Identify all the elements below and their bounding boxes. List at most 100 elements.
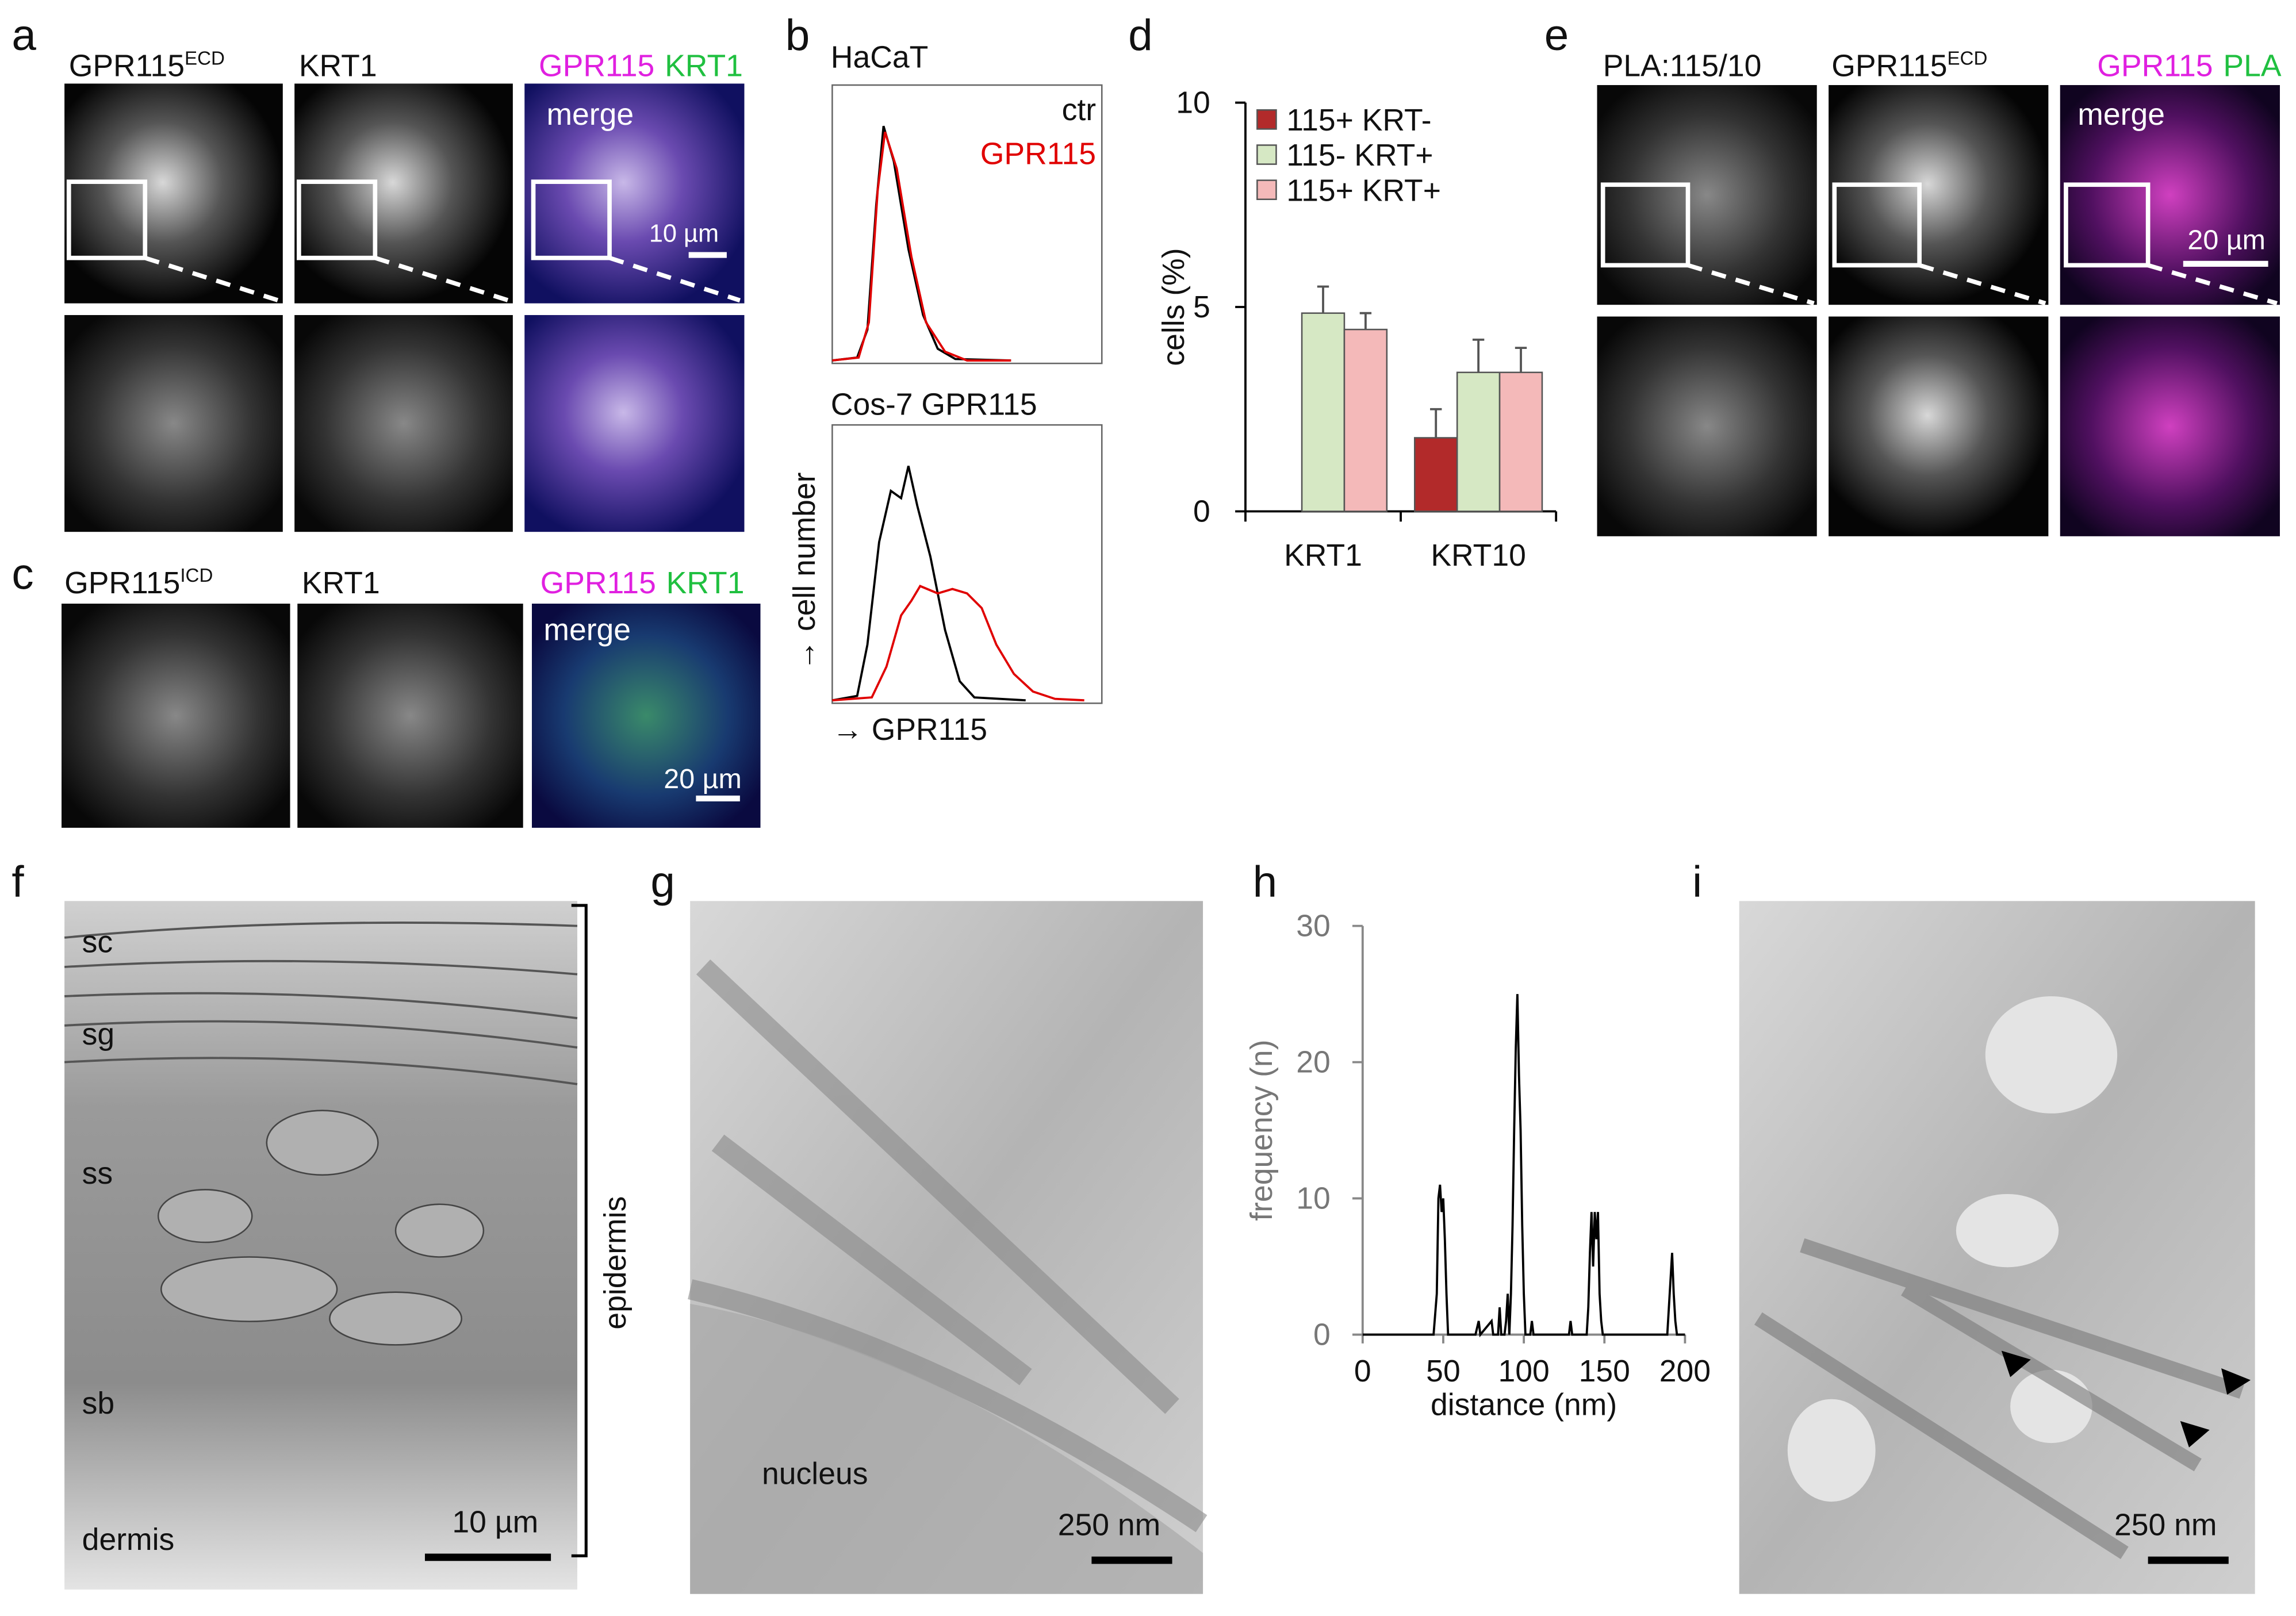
nucleus-region bbox=[690, 1304, 1203, 1594]
scale-label: 20 µm bbox=[2187, 224, 2266, 255]
micrograph bbox=[2060, 316, 2280, 536]
plot-title: HaCaT bbox=[831, 40, 928, 74]
image-label: KRT1 bbox=[302, 566, 380, 600]
label: GPR115 bbox=[541, 566, 656, 600]
axis-label: → cell number bbox=[788, 473, 822, 671]
label: GPR115 bbox=[2097, 49, 2213, 83]
scale-label: 20 µm bbox=[664, 763, 742, 794]
panel-e-images bbox=[1597, 85, 2280, 536]
axis-label: → GPR115 bbox=[832, 713, 987, 747]
legend-label: ctr bbox=[1062, 93, 1096, 127]
bar bbox=[1301, 312, 1346, 512]
micrograph bbox=[64, 83, 283, 304]
micrograph bbox=[1829, 85, 2049, 305]
flow-curve bbox=[832, 585, 1084, 702]
panel-g-image bbox=[688, 901, 1208, 1594]
error-bar bbox=[1317, 285, 1329, 313]
image-label: KRT1 bbox=[299, 49, 377, 83]
scale-label: 10 µm bbox=[649, 220, 719, 248]
micrograph bbox=[62, 604, 290, 828]
bar bbox=[1343, 328, 1388, 512]
flow-plots bbox=[831, 84, 1103, 704]
plot-title: Cos-7 GPR115 bbox=[831, 387, 1037, 421]
merge-label: merge bbox=[543, 613, 631, 647]
x-tick-label: 200 bbox=[1659, 1354, 1711, 1388]
y-tick-label: 20 bbox=[1296, 1045, 1331, 1079]
image-label: GPR115ECD bbox=[69, 48, 225, 83]
panel-letter: g bbox=[650, 858, 675, 907]
arrowheads bbox=[2001, 1350, 2251, 1448]
layer-label: sc bbox=[82, 925, 113, 959]
micrograph bbox=[531, 604, 761, 828]
scale-label: 10 µm bbox=[452, 1506, 538, 1540]
error-bar bbox=[1359, 312, 1372, 330]
image-label: GPR115 PLA bbox=[2097, 49, 2282, 83]
zoom-boxes bbox=[1600, 182, 2151, 268]
texture bbox=[64, 922, 578, 1085]
legend-swatch bbox=[1256, 179, 1277, 201]
micrograph bbox=[294, 83, 513, 304]
panel-letter: h bbox=[1253, 858, 1278, 907]
x-tick-label: KRT1 bbox=[1284, 539, 1362, 573]
bar bbox=[1456, 371, 1501, 512]
micrograph bbox=[64, 315, 283, 532]
y-tick-label: 10 bbox=[1296, 1181, 1331, 1215]
label: GPR115 bbox=[69, 49, 185, 83]
error-bar bbox=[1515, 347, 1527, 373]
label-sup: ICD bbox=[180, 565, 213, 586]
y-tick-label: 5 bbox=[1193, 290, 1210, 324]
nuclei bbox=[157, 1110, 485, 1346]
panel-letter: e bbox=[1544, 11, 1569, 60]
y-tick-label: 30 bbox=[1296, 909, 1331, 943]
image-label: PLA:115/10 bbox=[1603, 49, 1762, 83]
x-tick-label: 100 bbox=[1498, 1354, 1549, 1388]
micrograph bbox=[294, 315, 513, 532]
bracket bbox=[571, 904, 588, 1557]
legend-label: 115- KRT+ bbox=[1286, 139, 1433, 172]
x-axis-label: distance (nm) bbox=[1431, 1388, 1617, 1422]
panel-letter: c bbox=[12, 550, 33, 599]
layer-label: sb bbox=[82, 1387, 115, 1421]
legend-label: 115+ KRT- bbox=[1286, 103, 1431, 137]
micrograph bbox=[64, 901, 577, 1590]
image-label: GPR115 KRT1 bbox=[539, 49, 743, 83]
micrograph bbox=[297, 604, 523, 828]
plot-frame bbox=[831, 424, 1103, 704]
error-bar bbox=[1472, 338, 1485, 373]
image-label: GPR115ICD bbox=[64, 565, 213, 600]
panel-letter: i bbox=[1692, 858, 1702, 907]
label: GPR115 bbox=[539, 49, 654, 83]
layer-label: dermis bbox=[82, 1523, 175, 1557]
micrograph bbox=[2060, 85, 2280, 305]
panel-letter: d bbox=[1128, 11, 1153, 60]
label: GPR115 bbox=[64, 566, 180, 600]
merge-label: merge bbox=[2077, 98, 2165, 132]
label: GPR115 bbox=[1831, 49, 1947, 83]
x-tick-label: 150 bbox=[1579, 1354, 1630, 1388]
legend-swatch bbox=[1256, 109, 1277, 130]
label: KRT1 bbox=[666, 566, 745, 600]
merge-label: merge bbox=[546, 98, 634, 132]
zoom-lines bbox=[1687, 263, 2278, 306]
zoom-boxes bbox=[66, 179, 612, 260]
layer-label: sg bbox=[82, 1018, 115, 1051]
micrograph bbox=[1597, 85, 1817, 305]
panel-letter: b bbox=[785, 11, 810, 60]
panel-a-images bbox=[64, 83, 745, 532]
panel-letter: a bbox=[12, 11, 36, 60]
image-label: GPR115ECD bbox=[1831, 48, 1987, 83]
micrograph bbox=[1829, 316, 2049, 536]
label-sup: ECD bbox=[1947, 48, 1987, 69]
legend-swatch bbox=[1256, 144, 1277, 165]
line-series bbox=[1362, 994, 1685, 1338]
bracket-label: epidermis bbox=[599, 1196, 633, 1330]
micrograph bbox=[1597, 316, 1817, 536]
x-tick-label: 0 bbox=[1354, 1354, 1371, 1388]
error-bar bbox=[1430, 408, 1442, 438]
texture bbox=[688, 959, 1208, 1533]
label: KRT1 bbox=[665, 49, 743, 83]
panel-i-image bbox=[1739, 901, 2255, 1594]
y-tick-label: 0 bbox=[1313, 1318, 1331, 1352]
panel-letter: f bbox=[12, 858, 24, 907]
